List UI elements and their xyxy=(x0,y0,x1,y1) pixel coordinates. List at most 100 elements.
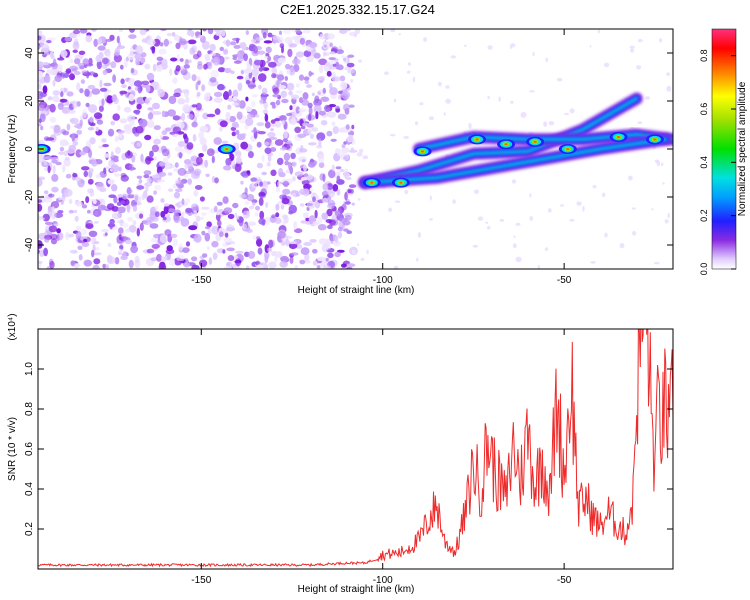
noise-blob xyxy=(348,104,355,108)
noise-blob xyxy=(327,224,333,230)
noise-blob xyxy=(117,104,121,111)
noise-blob xyxy=(276,157,284,166)
noise-blob xyxy=(190,30,195,38)
noise-blob xyxy=(258,191,266,197)
noise-blob xyxy=(256,141,262,148)
noise-blob xyxy=(167,172,173,176)
noise-blob xyxy=(44,190,49,195)
noise-blob xyxy=(160,198,165,203)
noise-blob xyxy=(189,47,196,55)
noise-blob xyxy=(98,105,104,112)
noise-blob xyxy=(96,182,105,191)
axis-ticks-bottom: -150 -100 -50 0.2 0.4 0.6 0.8 1.0 xyxy=(24,329,673,586)
noise-speck xyxy=(510,43,516,48)
noise-blob xyxy=(149,223,159,229)
noise-blob xyxy=(270,147,277,152)
noise-speck xyxy=(417,232,422,238)
noise-blob xyxy=(271,214,276,219)
noise-speck xyxy=(666,72,670,76)
noise-blob xyxy=(295,90,303,94)
noise-blob xyxy=(150,257,158,262)
noise-blob xyxy=(247,221,257,226)
noise-blob xyxy=(303,183,312,189)
noise-blob xyxy=(94,211,99,216)
noise-blob xyxy=(274,118,281,122)
noise-blob xyxy=(128,93,135,102)
noise-blob xyxy=(76,82,81,91)
noise-blob xyxy=(198,34,204,39)
noise-blob xyxy=(289,165,293,175)
noise-blob xyxy=(233,44,241,49)
noise-blob xyxy=(106,95,114,104)
noise-speck xyxy=(653,261,660,265)
noise-blob xyxy=(119,29,123,33)
noise-blob xyxy=(157,88,165,98)
noise-blob xyxy=(64,37,72,42)
noise-blob xyxy=(303,212,309,219)
noise-speck xyxy=(661,162,664,167)
noise-blob xyxy=(68,144,77,152)
noise-blob xyxy=(85,35,92,43)
noise-blob xyxy=(344,201,351,205)
noise-speck xyxy=(529,193,532,198)
noise-blob xyxy=(156,253,162,262)
noise-blob xyxy=(311,127,319,132)
noise-blob xyxy=(260,93,269,98)
colorbar-tick-label: 0.4 xyxy=(699,156,709,169)
noise-blob xyxy=(165,163,172,167)
noise-speck xyxy=(389,134,396,137)
noise-blob xyxy=(284,36,293,44)
noise-speck xyxy=(412,76,416,83)
noise-speck xyxy=(515,222,521,226)
noise-blob xyxy=(175,188,183,192)
noise-blob xyxy=(203,93,211,102)
noise-blob xyxy=(143,190,148,199)
noise-blob xyxy=(146,72,155,81)
noise-blob xyxy=(44,156,53,160)
noise-blob xyxy=(275,203,280,211)
noise-blob xyxy=(246,265,250,269)
noise-blob xyxy=(255,260,260,266)
noise-blob xyxy=(284,235,293,239)
noise-blob xyxy=(63,188,73,197)
noise-blob xyxy=(136,142,142,147)
noise-blob xyxy=(222,249,226,254)
noise-blob xyxy=(286,112,293,117)
noise-blob xyxy=(75,176,81,182)
noise-blob xyxy=(348,184,357,189)
noise-blob xyxy=(299,188,308,195)
noise-blob xyxy=(233,60,242,64)
noise-field xyxy=(38,29,672,269)
noise-speck xyxy=(545,57,548,62)
noise-blob xyxy=(229,115,236,123)
noise-blob xyxy=(323,244,332,250)
colorbar-tick-label: 0.2 xyxy=(699,209,709,222)
noise-blob xyxy=(343,141,347,145)
noise-blob xyxy=(332,126,339,134)
noise-blob xyxy=(44,75,51,83)
noise-blob xyxy=(75,230,82,240)
noise-blob xyxy=(110,151,114,159)
noise-blob xyxy=(317,224,327,231)
noise-blob xyxy=(76,129,82,135)
noise-speck xyxy=(576,201,582,206)
noise-blob xyxy=(236,37,239,44)
noise-blob xyxy=(66,91,74,97)
noise-blob xyxy=(138,118,148,128)
noise-blob xyxy=(46,68,54,75)
noise-speck xyxy=(637,39,643,43)
noise-blob xyxy=(72,29,81,35)
noise-blob xyxy=(341,263,347,268)
noise-blob xyxy=(68,209,74,214)
noise-blob xyxy=(223,165,232,171)
noise-speck xyxy=(477,216,484,221)
noise-blob xyxy=(81,70,88,75)
noise-speck xyxy=(468,122,472,129)
noise-blob xyxy=(299,37,305,45)
noise-blob xyxy=(217,83,225,91)
noise-blob xyxy=(38,30,43,36)
noise-blob xyxy=(123,106,132,113)
noise-blob xyxy=(274,139,284,146)
noise-blob xyxy=(85,196,90,204)
hotspot xyxy=(475,138,479,141)
